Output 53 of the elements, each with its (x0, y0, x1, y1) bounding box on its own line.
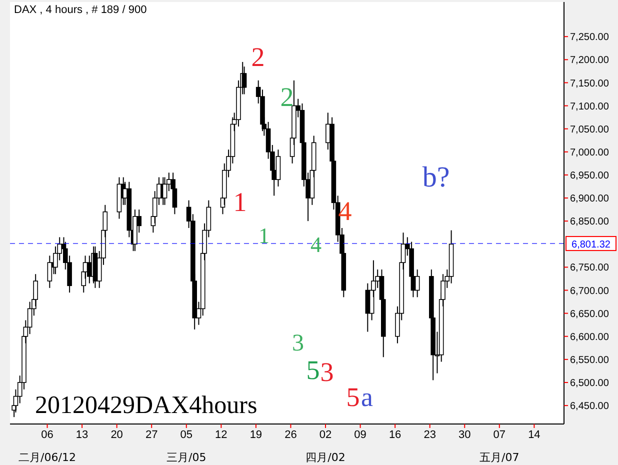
candlestick (242, 66, 247, 95)
y-tick-label: 7,250.00 (570, 32, 610, 44)
annotation: 20120429DAX4hours (35, 392, 258, 419)
candlestick (33, 274, 38, 307)
x-tick-label: 16 (388, 428, 402, 441)
y-tick-label: 7,000.00 (570, 147, 610, 158)
y-tick-label: 7,150.00 (570, 78, 610, 90)
y-tick-label: 7,200.00 (570, 55, 610, 66)
y-tick-label: 6,650.00 (570, 308, 610, 320)
x-tick-label: 09 (354, 428, 366, 441)
candlestick (414, 268, 420, 298)
x2-tick-label: 三月/05 (166, 451, 206, 464)
annotation: b? (422, 162, 450, 194)
y-tick-label: 6,500.00 (570, 378, 610, 390)
x2-tick-label: 四月/02 (306, 451, 346, 464)
annotation: 2 (251, 42, 265, 72)
y-tick-label: 6,850.00 (570, 216, 610, 228)
y-tick-label: 6,900.00 (570, 194, 610, 205)
x-tick-label: 07 (493, 428, 506, 441)
x-tick-label: 05 (180, 428, 193, 441)
y-tick-label: 6,600.00 (570, 332, 610, 343)
annotation: 1 (258, 223, 270, 248)
x-tick-label: 20 (110, 428, 123, 441)
annotation: a (361, 382, 374, 412)
annotation: 1 (233, 187, 247, 218)
y-tick-label: 7,050.00 (570, 124, 610, 136)
y-tick-label: 6,950.00 (570, 170, 610, 182)
x-tick-label: 06 (41, 428, 54, 441)
chart-title: DAX , 4 hours , # 189 / 900 (14, 4, 147, 16)
candlestick (172, 181, 178, 215)
annotation: 5 (306, 355, 320, 386)
annotation: 2 (280, 82, 294, 112)
annotation: 3 (292, 330, 304, 357)
x2-tick-label: 五月/07 (480, 451, 520, 464)
y-tick-label: 6,450.00 (570, 401, 610, 412)
y-tick-label: 7,100.00 (570, 101, 610, 112)
annotation: 4 (310, 232, 322, 258)
x-tick-label: 14 (528, 428, 540, 441)
x-tick-label: 26 (284, 428, 297, 441)
annotation: 5 (346, 382, 360, 412)
x-tick-label: 02 (319, 428, 332, 441)
y-tick-label: 6,750.00 (570, 262, 610, 274)
y-tick-label: 6,550.00 (570, 354, 610, 366)
y-tick-label: 6,700.00 (570, 286, 610, 297)
x2-tick-label: 二月/06/12 (18, 451, 76, 464)
x-tick-label: 27 (145, 428, 158, 441)
annotation: 3 (320, 357, 334, 388)
ref-line-label: 6,801.32 (572, 240, 611, 251)
x-tick-label: 19 (250, 428, 262, 441)
x-tick-label: 23 (424, 428, 436, 441)
x-tick-label: 13 (76, 428, 88, 441)
x-tick-label: 12 (215, 428, 228, 441)
x-tick-label: 30 (458, 428, 471, 441)
